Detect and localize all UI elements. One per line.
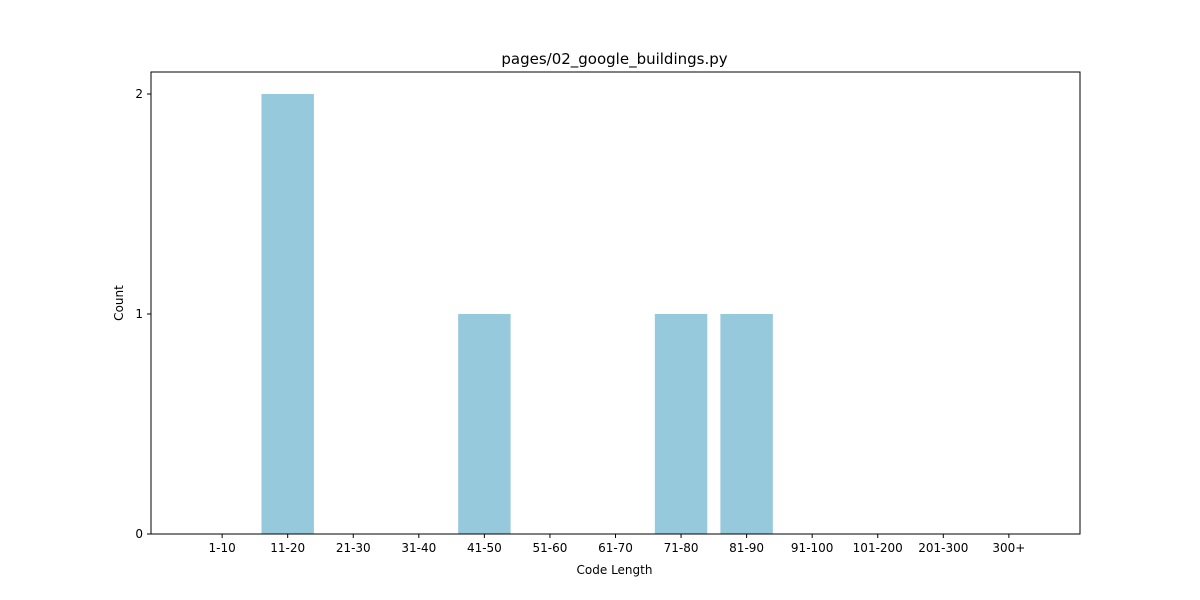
x-tick-label: 101-200 [853, 541, 903, 555]
x-tick-label: 51-60 [533, 541, 568, 555]
bar-81-90 [720, 314, 773, 534]
y-tick-label: 1 [135, 307, 143, 321]
bar-41-50 [458, 314, 511, 534]
x-tick-label: 11-20 [270, 541, 305, 555]
x-tick-label: 41-50 [467, 541, 502, 555]
x-tick-label: 31-40 [401, 541, 436, 555]
x-axis-ticks: 1-10 11-20 21-30 31-40 41-50 51-60 61-70 71-80 8… [209, 534, 1025, 555]
y-axis-ticks: 0 1 2 [135, 87, 151, 541]
bars-group [261, 94, 773, 534]
x-tick-label: 300+ [992, 541, 1025, 555]
x-tick-label: 21-30 [336, 541, 371, 555]
y-tick-label: 2 [135, 87, 143, 101]
y-axis-label: Count [112, 285, 126, 321]
chart-title: pages/02_google_buildings.py [501, 50, 727, 69]
x-tick-label: 81-90 [729, 541, 764, 555]
x-tick-label: 71-80 [664, 541, 699, 555]
y-tick-label: 0 [135, 527, 143, 541]
x-axis-label: Code Length [577, 563, 653, 577]
bar-71-80 [654, 314, 708, 534]
bar-11-20 [261, 94, 314, 534]
x-tick-label: 201-300 [918, 541, 968, 555]
x-tick-label: 61-70 [598, 541, 633, 555]
x-tick-label: 91-100 [791, 541, 834, 555]
x-tick-label: 1-10 [209, 541, 236, 555]
